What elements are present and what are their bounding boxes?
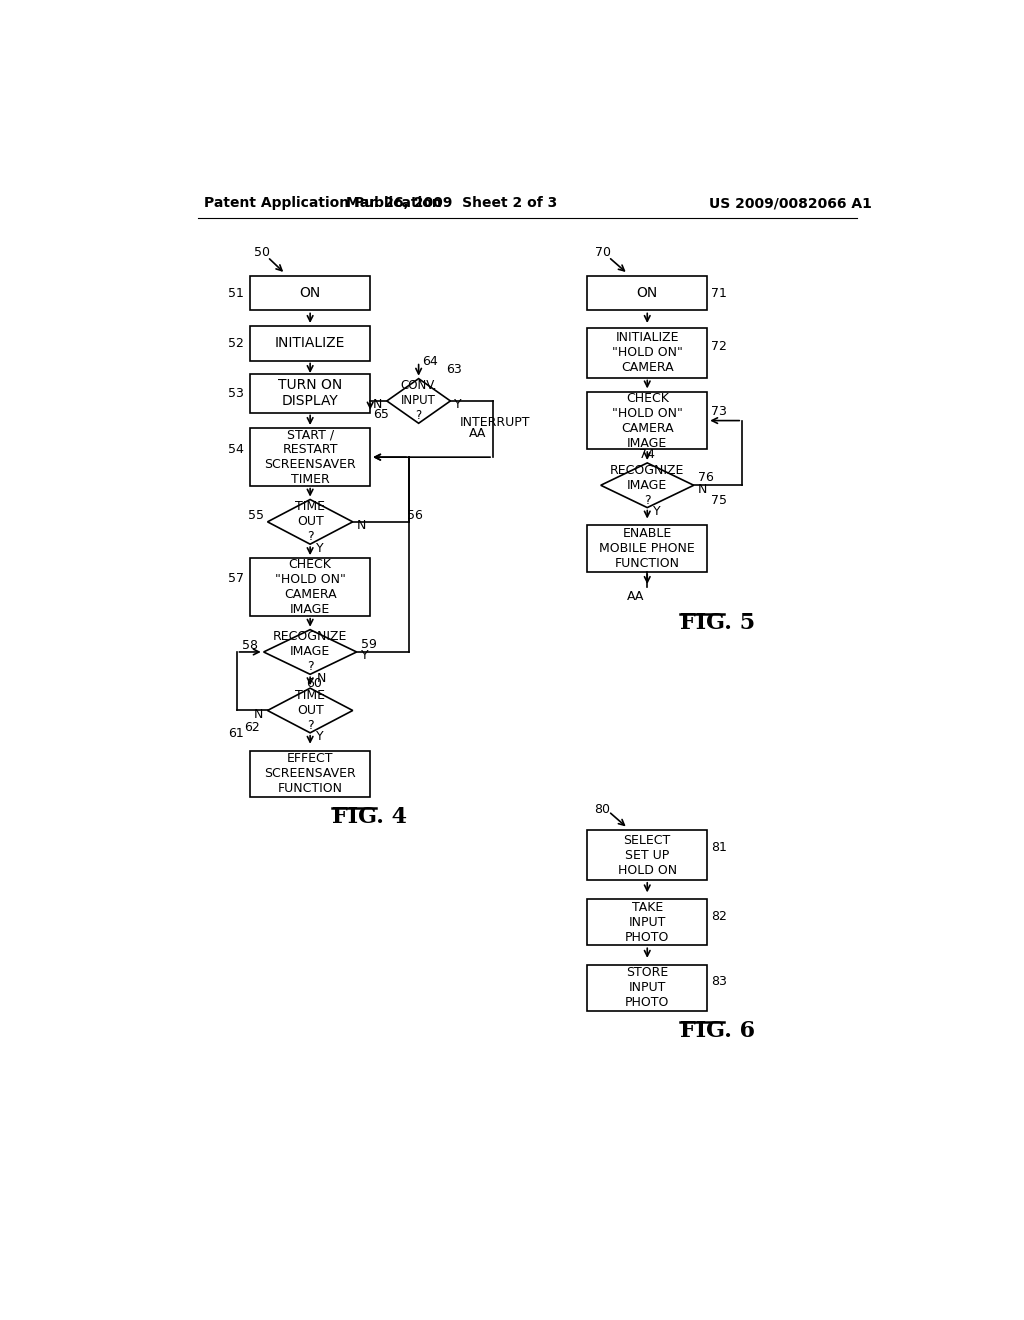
Text: FIG. 5: FIG. 5 [680,611,755,634]
Text: ENABLE
MOBILE PHONE
FUNCTION: ENABLE MOBILE PHONE FUNCTION [599,527,695,570]
Text: Y: Y [653,506,662,517]
Text: START /
RESTART
SCREENSAVER
TIMER: START / RESTART SCREENSAVER TIMER [264,428,356,486]
Text: FIG. 4: FIG. 4 [332,807,407,828]
Text: N: N [697,483,707,495]
Bar [587,276,708,310]
Text: 57: 57 [228,572,245,585]
Text: 82: 82 [712,909,727,923]
Text: 83: 83 [712,975,727,989]
Text: Y: Y [455,399,462,412]
Bar [587,899,708,945]
Text: N: N [373,399,382,412]
Text: 62: 62 [245,721,260,734]
Bar [250,374,371,412]
Text: 54: 54 [228,444,245,455]
Text: TURN ON
DISPLAY: TURN ON DISPLAY [278,378,342,408]
Text: FIG. 6: FIG. 6 [680,1020,755,1041]
Text: ON: ON [637,286,657,300]
Text: 60: 60 [306,677,323,690]
Text: Mar. 26, 2009  Sheet 2 of 3: Mar. 26, 2009 Sheet 2 of 3 [346,197,558,210]
Text: INITIALIZE: INITIALIZE [274,337,345,350]
Text: 63: 63 [446,363,462,376]
Bar [587,525,708,572]
Bar [250,751,371,797]
Text: TAKE
INPUT
PHOTO: TAKE INPUT PHOTO [625,900,670,944]
Text: AA: AA [627,590,644,603]
Text: SELECT
SET UP
HOLD ON: SELECT SET UP HOLD ON [617,834,677,876]
Text: TIME
OUT
?: TIME OUT ? [295,500,326,544]
Bar [587,965,708,1011]
Bar [250,326,371,360]
Text: 50: 50 [254,246,270,259]
Text: 73: 73 [712,405,727,418]
Text: AA: AA [469,426,486,440]
Text: 71: 71 [712,286,727,300]
Text: 76: 76 [697,471,714,484]
Text: 72: 72 [712,341,727,354]
Text: 74: 74 [640,447,655,461]
Text: ON: ON [299,286,321,300]
Text: 55: 55 [248,510,264,523]
Polygon shape [387,379,451,424]
Text: Patent Application Publication: Patent Application Publication [204,197,441,210]
Text: Y: Y [316,730,324,743]
Bar [587,830,708,880]
Bar [587,327,708,378]
Text: 52: 52 [228,337,245,350]
Text: 59: 59 [360,638,377,651]
Polygon shape [263,630,356,675]
Bar [250,428,371,486]
Text: EFFECT
SCREENSAVER
FUNCTION: EFFECT SCREENSAVER FUNCTION [264,752,356,795]
Text: 64: 64 [423,355,438,368]
Bar [587,392,708,449]
Bar [250,558,371,616]
Text: 56: 56 [408,510,423,523]
Text: TIME
OUT
?: TIME OUT ? [295,689,326,733]
Text: RECOGNIZE
IMAGE
?: RECOGNIZE IMAGE ? [610,463,684,507]
Text: US 2009/0082066 A1: US 2009/0082066 A1 [710,197,872,210]
Text: INTERRUPT: INTERRUPT [460,416,530,429]
Text: Y: Y [360,649,368,663]
Text: STORE
INPUT
PHOTO: STORE INPUT PHOTO [625,966,670,1010]
Text: 51: 51 [228,286,245,300]
Text: N: N [254,708,263,721]
Polygon shape [601,463,693,508]
Text: CONV.
INPUT
?: CONV. INPUT ? [400,379,437,422]
Text: 75: 75 [712,494,727,507]
Text: 53: 53 [228,387,245,400]
Text: 61: 61 [228,727,244,741]
Text: 81: 81 [712,841,727,854]
Text: 58: 58 [242,639,258,652]
Text: 65: 65 [373,408,389,421]
Text: N: N [356,519,366,532]
Text: Y: Y [316,541,324,554]
Text: 80: 80 [595,803,610,816]
Text: CHECK
"HOLD ON"
CAMERA
IMAGE: CHECK "HOLD ON" CAMERA IMAGE [274,558,345,616]
Bar [250,276,371,310]
Text: N: N [316,672,326,685]
Text: CHECK
"HOLD ON"
CAMERA
IMAGE: CHECK "HOLD ON" CAMERA IMAGE [611,392,683,450]
Text: 70: 70 [595,246,610,259]
Text: INITIALIZE
"HOLD ON"
CAMERA: INITIALIZE "HOLD ON" CAMERA [611,331,683,375]
Polygon shape [267,688,352,733]
Text: RECOGNIZE
IMAGE
?: RECOGNIZE IMAGE ? [273,631,347,673]
Polygon shape [267,499,352,544]
